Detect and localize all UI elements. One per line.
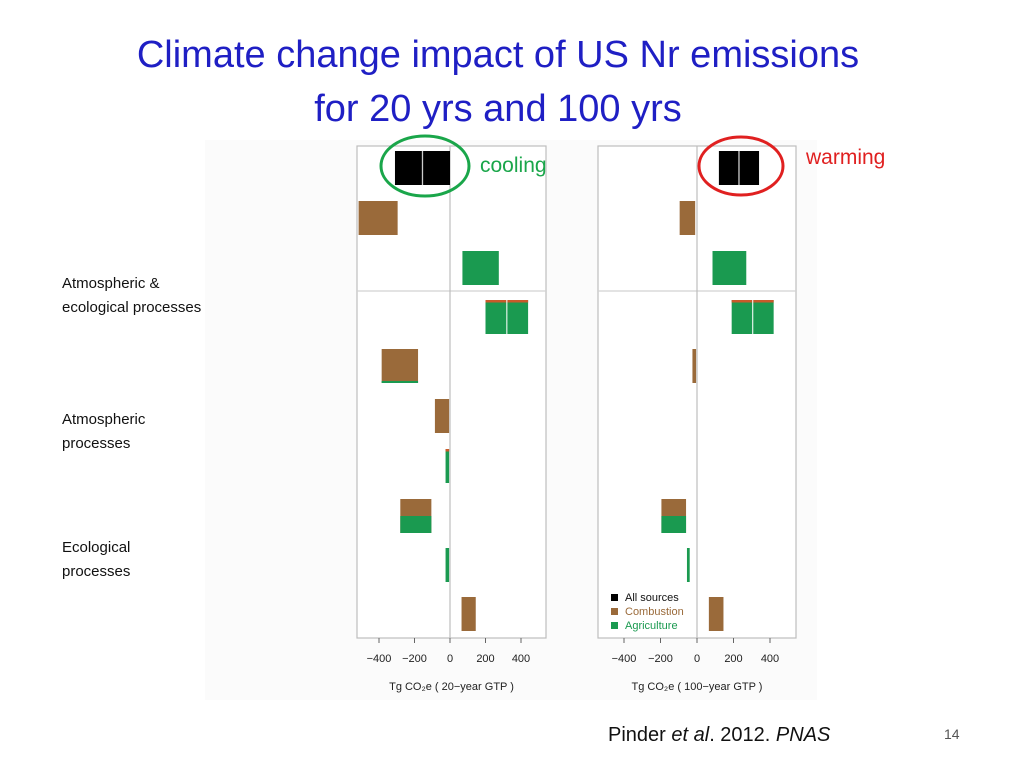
panel-0-bar-1 [358,201,398,235]
panel-1-bar-1 [679,201,696,235]
panel-0-tick-label: 400 [512,653,530,665]
panel-0-bar-2 [462,251,499,285]
panel-0-tick-label: 200 [476,653,494,665]
legend-label-2: Agriculture [625,620,678,632]
panel-1-bar-4 [692,349,697,383]
side-label-eco: Ecological processes [62,539,131,580]
side-label-atmos: Atmospheric processes [62,411,146,452]
panel-1-bar-7 [708,597,724,631]
legend-swatch-1 [611,608,618,615]
panel-1-tick-label: −400 [612,653,637,665]
panel-1-tick-label: 200 [724,653,742,665]
panel-0-bar-9 [461,597,476,631]
panel-1-bar-6 [686,548,690,582]
title-line-2: for 20 yrs and 100 yrs [314,88,682,130]
warming-annotation: warming [806,146,886,169]
page-number: 14 [944,726,960,742]
legend-label-0: All sources [625,592,679,604]
warming-highlight-ellipse [697,135,785,197]
panel-1-x-label: Tg CO₂e ( 100−year GTP ) [632,681,763,693]
panel-1-tick-label: −200 [648,653,673,665]
panel-1-tick-label: 400 [761,653,779,665]
slide-title: Climate change impact of US Nr emissions… [0,28,996,136]
legend-label-1: Combustion [625,606,684,618]
panel-0-bar-5 [434,399,450,433]
panel-0-bar-7-split [400,516,432,533]
panel-1-bar-5-split [661,516,687,533]
cooling-annotation: cooling [480,154,547,177]
citation: Pinder et al. 2012. PNAS [608,724,831,746]
panel-0-tick-label: 0 [447,653,453,665]
panel-1-tick-label: 0 [694,653,700,665]
panel-0-bar-4 [381,349,419,383]
panel-1-bar-2 [712,251,747,285]
title-line-1: Climate change impact of US Nr emissions [136,34,860,76]
side-label-atmos-eco: Atmospheric & ecological processes [62,275,202,316]
cooling-highlight-ellipse [379,134,471,198]
panel-0-bar-4-accent [381,381,419,383]
panel-0-tick-label: −200 [402,653,427,665]
panel-0-bar-6-cap [445,449,450,452]
panel-0-x-label: Tg CO₂e ( 20−year GTP ) [389,681,514,693]
legend-swatch-2 [611,622,618,629]
panel-0-bar-8 [445,548,450,582]
panel-0-bar-6 [445,449,450,483]
panel-0-tick-label: −400 [367,653,392,665]
legend-swatch-0 [611,594,618,601]
